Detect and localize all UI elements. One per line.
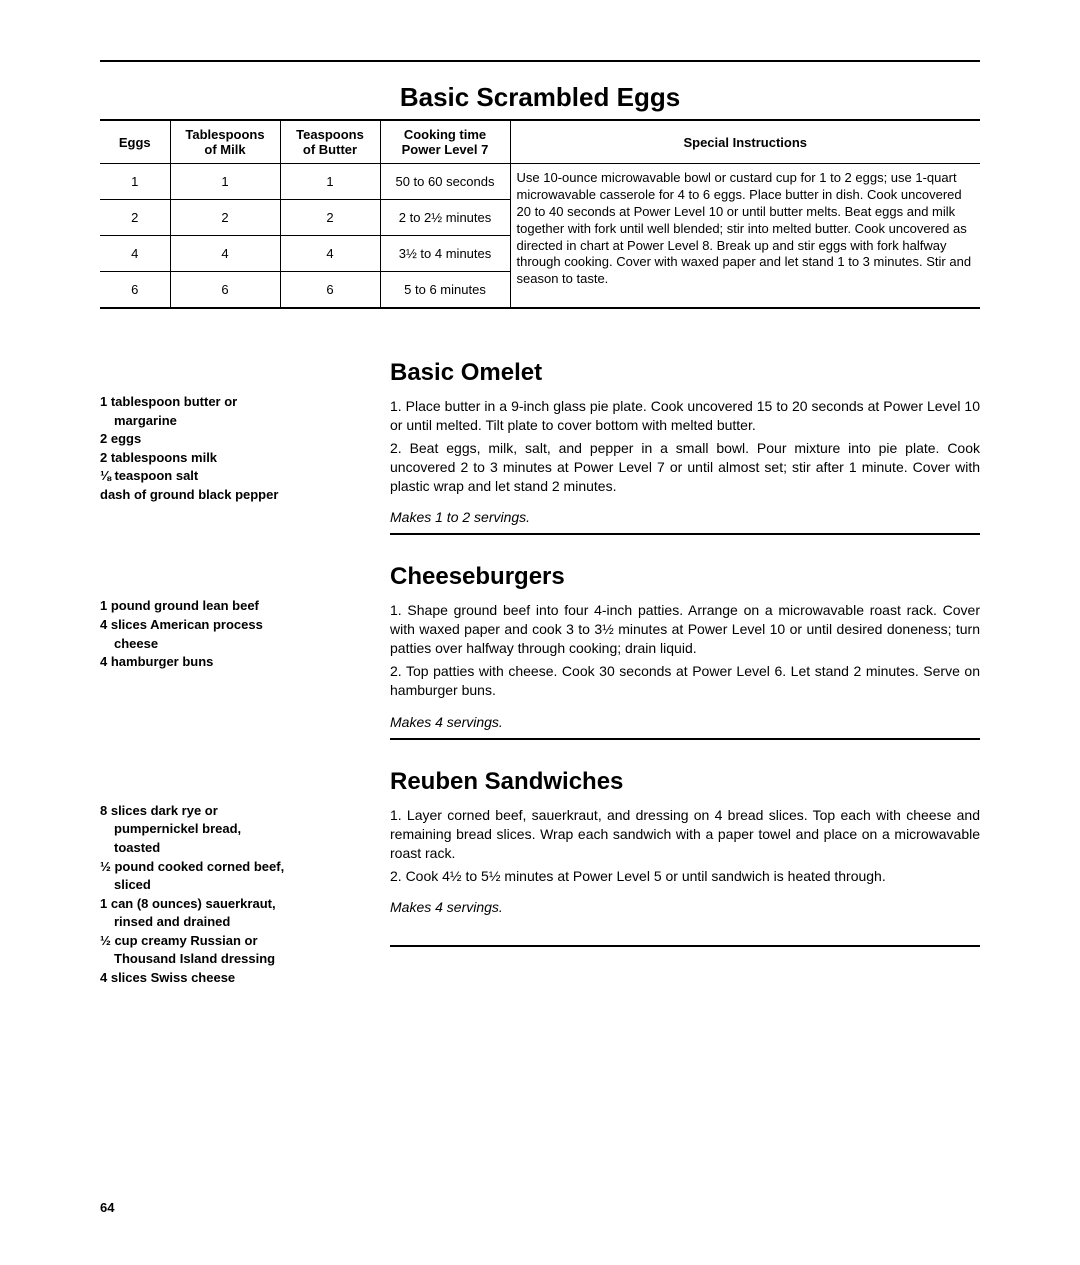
page-number: 64 [100,1200,114,1215]
ingredient-line: Thousand Island dressing [100,950,360,968]
cell-time: 5 to 6 minutes [380,272,510,309]
reuben-title: Reuben Sandwiches [390,768,980,796]
cheeseburgers-step: 1. Shape ground beef into four 4-inch pa… [390,601,980,658]
recipe-omelet: 1 tablespoon butter or margarine 2 eggs … [100,359,980,535]
recipe-reuben: 8 slices dark rye or pumpernickel bread,… [100,768,980,987]
reuben-step: 1. Layer corned beef, sauerkraut, and dr… [390,806,980,863]
ingredient-line: dash of ground black pepper [100,486,360,504]
top-horizontal-rule [100,60,980,62]
th-milk: Tablespoons of Milk [170,120,280,164]
scrambled-eggs-title: Basic Scrambled Eggs [100,82,980,113]
cheeseburgers-step: 2. Top patties with cheese. Cook 30 seco… [390,662,980,700]
ingredient-line: toasted [100,839,360,857]
omelet-instructions: Basic Omelet 1. Place butter in a 9-inch… [390,359,980,535]
section-divider [390,533,980,535]
ingredient-line: 4 slices American process [100,616,360,634]
scrambled-eggs-table: Eggs Tablespoons of Milk Teaspoons of Bu… [100,119,980,309]
omelet-ingredients: 1 tablespoon butter or margarine 2 eggs … [100,359,360,535]
reuben-servings: Makes 4 servings. [390,899,980,915]
ingredient-line: sliced [100,876,360,894]
cell-eggs: 4 [100,236,170,272]
cell-butter: 4 [280,236,380,272]
cell-eggs: 2 [100,200,170,236]
cell-butter: 6 [280,272,380,309]
ingredient-line: ⅛ teaspoon salt [100,467,360,485]
cheeseburgers-ingredients: 1 pound ground lean beef 4 slices Americ… [100,563,360,739]
omelet-step: 2. Beat eggs, milk, salt, and pepper in … [390,439,980,496]
omelet-step: 1. Place butter in a 9-inch glass pie pl… [390,397,980,435]
reuben-ingredients: 8 slices dark rye or pumpernickel bread,… [100,768,360,987]
cell-time: 50 to 60 seconds [380,164,510,200]
cheeseburgers-title: Cheeseburgers [390,563,980,591]
omelet-servings: Makes 1 to 2 servings. [390,509,980,525]
section-divider [390,738,980,740]
ingredient-line: 1 pound ground lean beef [100,597,360,615]
th-butter: Teaspoons of Butter [280,120,380,164]
reuben-step: 2. Cook 4½ to 5½ minutes at Power Level … [390,867,980,886]
cell-time: 3½ to 4 minutes [380,236,510,272]
ingredient-line: margarine [100,412,360,430]
cell-butter: 2 [280,200,380,236]
ingredient-line: 1 tablespoon butter or [100,393,360,411]
omelet-title: Basic Omelet [390,359,980,387]
ingredient-line: cheese [100,635,360,653]
ingredient-line: ½ pound cooked corned beef, [100,858,360,876]
cell-butter: 1 [280,164,380,200]
ingredient-line: pumpernickel bread, [100,820,360,838]
ingredient-line: 4 slices Swiss cheese [100,969,360,987]
reuben-instructions: Reuben Sandwiches 1. Layer corned beef, … [390,768,980,987]
cell-time: 2 to 2½ minutes [380,200,510,236]
ingredient-line: 2 eggs [100,430,360,448]
cell-milk: 1 [170,164,280,200]
cell-eggs: 6 [100,272,170,309]
ingredient-line: 4 hamburger buns [100,653,360,671]
ingredient-line: ½ cup creamy Russian or [100,932,360,950]
th-time: Cooking time Power Level 7 [380,120,510,164]
table-row: 1 1 1 50 to 60 seconds Use 10-ounce micr… [100,164,980,200]
ingredient-line: 8 slices dark rye or [100,802,360,820]
cell-milk: 4 [170,236,280,272]
section-divider [390,945,980,947]
ingredient-line: 2 tablespoons milk [100,449,360,467]
th-eggs: Eggs [100,120,170,164]
recipe-cheeseburgers: 1 pound ground lean beef 4 slices Americ… [100,563,980,739]
cell-eggs: 1 [100,164,170,200]
th-instructions: Special Instructions [510,120,980,164]
ingredient-line: 1 can (8 ounces) sauerkraut, [100,895,360,913]
table-header-row: Eggs Tablespoons of Milk Teaspoons of Bu… [100,120,980,164]
ingredient-line: rinsed and drained [100,913,360,931]
cheeseburgers-instructions: Cheeseburgers 1. Shape ground beef into … [390,563,980,739]
cell-milk: 2 [170,200,280,236]
cheeseburgers-servings: Makes 4 servings. [390,714,980,730]
cell-milk: 6 [170,272,280,309]
cell-instructions: Use 10-ounce microwavable bowl or custar… [510,164,980,309]
